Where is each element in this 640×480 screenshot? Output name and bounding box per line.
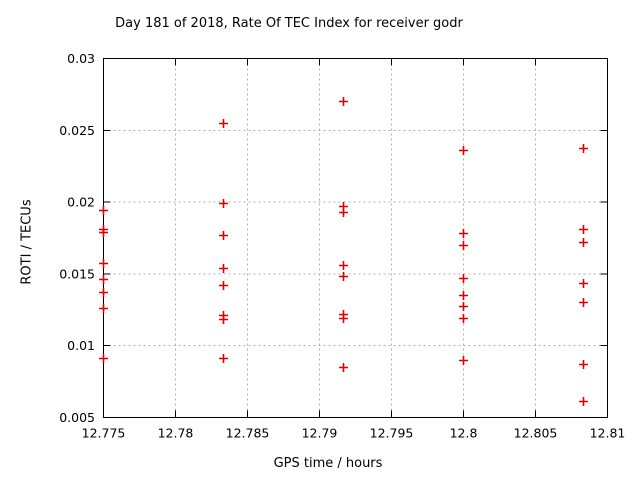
data-point-marker <box>579 279 588 288</box>
data-point-marker <box>579 144 588 153</box>
data-point-marker <box>339 97 348 106</box>
data-point-marker <box>579 238 588 247</box>
data-point-marker <box>219 231 228 240</box>
data-point-marker <box>99 259 108 268</box>
data-point-marker <box>219 264 228 273</box>
data-point-marker <box>459 291 468 300</box>
data-point-marker <box>459 274 468 283</box>
data-point-marker <box>459 241 468 250</box>
x-tick-label: 12.775 <box>82 426 126 441</box>
data-point-marker <box>99 275 108 284</box>
data-point-marker <box>579 360 588 369</box>
data-point-marker <box>219 315 228 324</box>
data-point-marker <box>339 261 348 270</box>
data-point-marker <box>339 272 348 281</box>
y-tick-label: 0.025 <box>59 123 95 138</box>
data-point-marker <box>99 288 108 297</box>
data-point-marker <box>219 199 228 208</box>
x-tick-label: 12.805 <box>514 426 558 441</box>
data-point-marker <box>339 363 348 372</box>
data-point-marker <box>459 146 468 155</box>
data-point-marker <box>459 356 468 365</box>
data-point-marker <box>459 314 468 323</box>
data-point-marker <box>459 229 468 238</box>
x-tick-label: 12.795 <box>370 426 414 441</box>
data-point-marker <box>219 354 228 363</box>
y-tick-label: 0.02 <box>67 195 95 210</box>
data-point-marker <box>99 354 108 363</box>
data-point-marker <box>99 304 108 313</box>
data-point-marker <box>219 281 228 290</box>
data-point-marker <box>579 225 588 234</box>
y-tick-label: 0.005 <box>59 410 95 425</box>
y-tick-label: 0.03 <box>67 51 95 66</box>
data-point-marker <box>219 119 228 128</box>
data-point-marker <box>339 208 348 217</box>
x-tick-label: 12.785 <box>226 426 270 441</box>
data-point-marker <box>579 298 588 307</box>
x-tick-label: 12.81 <box>590 426 626 441</box>
chart-title: Day 181 of 2018, Rate Of TEC Index for r… <box>115 16 463 31</box>
x-tick-label: 12.79 <box>302 426 338 441</box>
x-axis-label: GPS time / hours <box>273 456 383 471</box>
data-point-marker <box>99 206 108 215</box>
data-point-marker <box>579 397 588 406</box>
data-point-marker <box>459 302 468 311</box>
x-tick-label: 12.78 <box>158 426 194 441</box>
y-tick-label: 0.015 <box>59 266 95 281</box>
y-tick-label: 0.01 <box>67 338 95 353</box>
x-tick-label: 12.8 <box>450 426 478 441</box>
data-point-marker <box>339 314 348 323</box>
data-point-marker <box>99 228 108 237</box>
plot-border <box>103 58 608 418</box>
